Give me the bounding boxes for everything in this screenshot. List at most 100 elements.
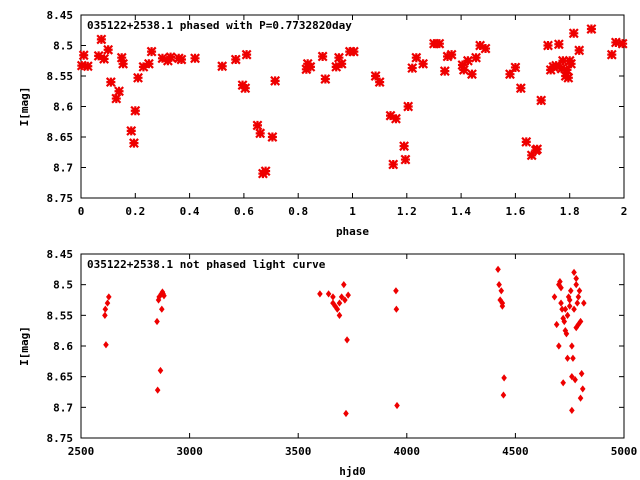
data-point [118,58,129,69]
chart-title: 035122+2538.1 not phased light curve [87,258,326,271]
data-point [573,281,579,289]
data-point [78,50,89,61]
data-point [161,292,167,300]
unphased-light-curve-panel: 2500 3000 3500 4000 4500 5000 8.45 8.5 8.55 8.6 8.… [18,248,637,478]
data-point [558,284,564,292]
data-point [374,77,385,88]
x-tick-label: 0.8 [288,205,308,218]
y-tick-label: 8.5 [53,279,73,292]
data-point [336,299,343,307]
data-point [446,49,457,60]
data-point [105,77,116,88]
data-point [457,60,468,70]
data-point [495,265,501,273]
data-point [388,159,399,170]
x-tick-label: 0.4 [180,205,200,218]
data-point [407,63,418,74]
data-point [390,113,401,124]
x-tick-label: 4000 [394,445,421,458]
data-point [610,37,621,48]
data-point [343,409,349,418]
data-point [571,268,577,277]
data-point [126,125,137,136]
data-point [102,311,108,319]
data-point [575,293,582,301]
data-point [348,46,359,57]
data-point [133,72,143,83]
data-point [505,69,515,80]
data-point [267,132,278,142]
data-point [562,305,569,313]
y-tick-label: 8.75 [47,432,74,445]
data-point [566,58,577,69]
data-point [572,376,578,384]
y-tick-label: 8.65 [47,371,74,384]
data-point [393,305,400,313]
data-point [467,69,477,80]
data-point [543,40,553,51]
data-point [575,320,582,329]
x-tick-label: 1 [349,205,356,218]
data-point [574,45,585,56]
data-point [317,51,328,62]
data-point [553,39,564,50]
y-tick-label: 8.75 [47,192,74,205]
data-point [165,52,176,63]
data-point [578,369,585,378]
x-tick-label: 0.2 [125,205,145,218]
x-tick-label: 5000 [611,445,638,458]
x-tick-label: 2 [621,205,628,218]
y-axis-label: I[mag] [18,326,31,366]
data-point [138,61,149,72]
x-tick-label: 1.8 [560,205,580,218]
data-point [568,28,579,39]
data-point [111,93,122,104]
data-point [562,64,572,75]
data-point [579,385,586,393]
data-point [558,299,564,307]
x-tick-label: 1.6 [505,205,525,218]
data-point [143,58,154,69]
data-point [501,374,507,382]
data-point [154,386,161,394]
data-point [496,281,502,289]
y-tick-label: 8.45 [47,248,74,261]
data-point [568,287,574,295]
y-tick-label: 8.45 [47,9,74,22]
data-point [471,52,481,63]
data-point [241,49,252,60]
data-point [556,342,562,350]
y-tick-label: 8.55 [47,70,74,83]
x-tick-label: 3500 [285,445,312,458]
data-point [331,61,342,72]
data-point [561,317,568,326]
data-point [320,74,331,85]
data-point [301,64,312,75]
data-point [442,51,453,62]
data-point [330,293,336,301]
data-point [400,154,411,165]
data-point [581,299,587,307]
x-tick-label: 3000 [176,445,203,458]
data-point [157,366,164,375]
data-point [475,40,486,51]
data-point [574,299,581,307]
data-point [99,53,110,64]
data-point [325,290,332,298]
data-point [586,24,597,34]
data-point [564,55,575,66]
data-point [341,281,347,289]
data-point [521,136,532,147]
data-point [252,120,263,131]
data-point [557,55,568,66]
x-tick-label: 4500 [502,445,529,458]
data-point [498,287,505,295]
data-point [571,305,577,313]
data-point [159,305,165,313]
data-point [103,44,114,55]
data-point [606,49,617,60]
data-point [338,293,345,301]
x-tick-label: 2500 [68,445,95,458]
data-point [230,54,241,65]
data-point [510,62,521,73]
